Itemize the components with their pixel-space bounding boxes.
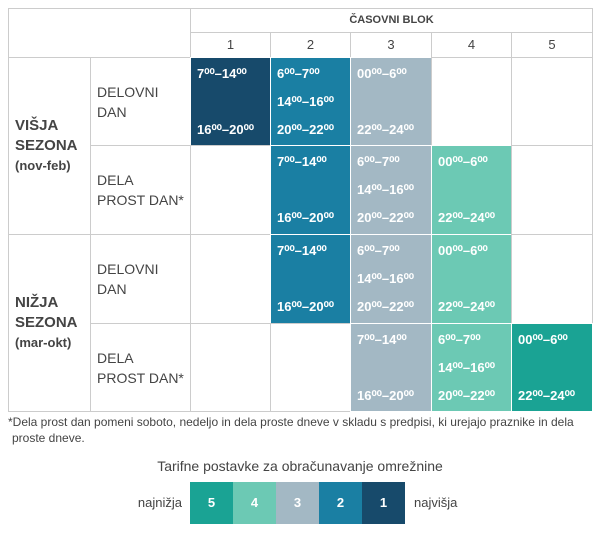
block-number: 3 xyxy=(350,32,432,58)
empty-cell xyxy=(431,57,512,146)
time-range: 16⁰⁰–20⁰⁰ xyxy=(277,210,334,225)
time-range: 6⁰⁰–7⁰⁰ xyxy=(277,66,320,81)
time-range: 00⁰⁰–6⁰⁰ xyxy=(438,154,488,169)
block-number: 4 xyxy=(431,32,512,58)
time-range: 20⁰⁰–22⁰⁰ xyxy=(277,122,334,137)
empty-cell xyxy=(190,234,271,324)
tariff-cell: 7⁰⁰–14⁰⁰ 16⁰⁰–20⁰⁰ xyxy=(190,57,271,146)
time-range: 20⁰⁰–22⁰⁰ xyxy=(438,388,495,403)
tariff-cell: 6⁰⁰–7⁰⁰ 14⁰⁰–16⁰⁰ 20⁰⁰–22⁰⁰ xyxy=(270,57,351,146)
time-range: 16⁰⁰–20⁰⁰ xyxy=(357,388,414,403)
legend-title: Tarifne postavke za obračunavanje omrežn… xyxy=(157,458,443,474)
time-range: 14⁰⁰–16⁰⁰ xyxy=(357,271,414,286)
season-name: NIŽJA SEZONA xyxy=(15,294,78,331)
legend-swatch: 1 xyxy=(362,482,405,524)
time-range: 7⁰⁰–14⁰⁰ xyxy=(197,66,247,81)
day-label: DELOVNI DAN xyxy=(90,57,191,146)
time-range: 00⁰⁰–6⁰⁰ xyxy=(518,332,568,347)
legend-swatch: 2 xyxy=(319,482,362,524)
footnote: *Dela prost dan pomeni soboto, nedeljo i… xyxy=(8,415,574,445)
tariff-cell: 00⁰⁰–6⁰⁰ 22⁰⁰–24⁰⁰ xyxy=(511,323,593,412)
time-range: 6⁰⁰–7⁰⁰ xyxy=(357,243,400,258)
tariff-cell: 7⁰⁰–14⁰⁰ 16⁰⁰–20⁰⁰ xyxy=(270,145,351,235)
empty-cell xyxy=(511,234,593,324)
day-label: DELA PROST DAN* xyxy=(90,323,191,412)
time-range: 14⁰⁰–16⁰⁰ xyxy=(277,94,334,109)
time-range: 22⁰⁰–24⁰⁰ xyxy=(357,122,414,137)
tariff-cell: 6⁰⁰–7⁰⁰ 14⁰⁰–16⁰⁰ 20⁰⁰–22⁰⁰ xyxy=(431,323,512,412)
tariff-cell: 7⁰⁰–14⁰⁰ 16⁰⁰–20⁰⁰ xyxy=(270,234,351,324)
tariff-cell: 00⁰⁰–6⁰⁰ 22⁰⁰–24⁰⁰ xyxy=(350,57,432,146)
time-range: 16⁰⁰–20⁰⁰ xyxy=(197,122,254,137)
empty-cell xyxy=(511,145,593,235)
empty-cell xyxy=(190,323,271,412)
time-range: 7⁰⁰–14⁰⁰ xyxy=(357,332,407,347)
time-range: 22⁰⁰–24⁰⁰ xyxy=(518,388,575,403)
tariff-cell: 00⁰⁰–6⁰⁰ 22⁰⁰–24⁰⁰ xyxy=(431,145,512,235)
time-range: 22⁰⁰–24⁰⁰ xyxy=(438,299,495,314)
season-name: VIŠJA SEZONA xyxy=(15,117,78,154)
time-range: 00⁰⁰–6⁰⁰ xyxy=(438,243,488,258)
tariff-cell: 6⁰⁰–7⁰⁰ 14⁰⁰–16⁰⁰ 20⁰⁰–22⁰⁰ xyxy=(350,234,432,324)
time-range: 14⁰⁰–16⁰⁰ xyxy=(438,360,495,375)
empty-cell xyxy=(511,57,593,146)
tariff-cell: 7⁰⁰–14⁰⁰ 16⁰⁰–20⁰⁰ xyxy=(350,323,432,412)
time-range: 14⁰⁰–16⁰⁰ xyxy=(357,182,414,197)
time-range: 6⁰⁰–7⁰⁰ xyxy=(438,332,481,347)
tariff-cell: 6⁰⁰–7⁰⁰ 14⁰⁰–16⁰⁰ 20⁰⁰–22⁰⁰ xyxy=(350,145,432,235)
season-cell: VIŠJA SEZONA (nov-feb) xyxy=(8,57,91,235)
legend-swatch: 3 xyxy=(276,482,319,524)
legend-low: najnižja xyxy=(137,495,182,510)
season-period: (mar-okt) xyxy=(15,335,72,350)
time-range: 6⁰⁰–7⁰⁰ xyxy=(357,154,400,169)
time-range: 20⁰⁰–22⁰⁰ xyxy=(357,299,414,314)
header-title: ČASOVNI BLOK xyxy=(190,8,593,33)
time-range: 7⁰⁰–14⁰⁰ xyxy=(277,243,327,258)
tariff-cell: 00⁰⁰–6⁰⁰ 22⁰⁰–24⁰⁰ xyxy=(431,234,512,324)
time-range: 7⁰⁰–14⁰⁰ xyxy=(277,154,327,169)
time-range: 16⁰⁰–20⁰⁰ xyxy=(277,299,334,314)
empty-cell xyxy=(270,323,351,412)
block-number: 1 xyxy=(190,32,271,58)
season-cell: NIŽJA SEZONA (mar-okt) xyxy=(8,234,91,412)
time-range: 20⁰⁰–22⁰⁰ xyxy=(357,210,414,225)
empty-cell xyxy=(190,145,271,235)
legend-swatch: 5 xyxy=(190,482,233,524)
season-period: (nov-feb) xyxy=(15,158,71,173)
day-label: DELOVNI DAN xyxy=(90,234,191,324)
time-range: 22⁰⁰–24⁰⁰ xyxy=(438,210,495,225)
day-label: DELA PROST DAN* xyxy=(90,145,191,235)
block-number: 2 xyxy=(270,32,351,58)
corner-cell xyxy=(8,8,191,58)
legend-swatch: 4 xyxy=(233,482,276,524)
block-number: 5 xyxy=(511,32,593,58)
legend-high: najvišja xyxy=(414,495,458,510)
time-range: 00⁰⁰–6⁰⁰ xyxy=(357,66,407,81)
